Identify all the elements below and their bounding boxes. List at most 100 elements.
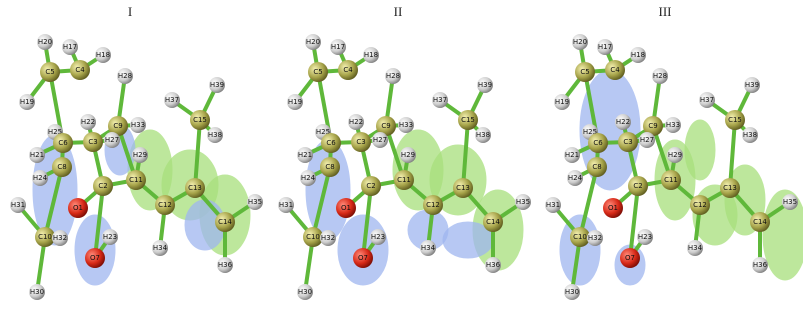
atom-label: C4 [343, 66, 353, 74]
atom-label: H36 [753, 261, 768, 269]
atom-label: H36 [218, 261, 233, 269]
atom-label: H33 [131, 121, 145, 129]
atom-label: C2 [366, 182, 375, 190]
atom-label: H32 [588, 234, 602, 242]
atom-label: H17 [598, 43, 612, 51]
atom-label: H18 [631, 51, 645, 59]
atom-label: C9 [648, 122, 657, 130]
atom-label: H39 [478, 81, 492, 89]
atom-label: C6 [326, 139, 336, 147]
atom-label: C2 [98, 182, 107, 190]
atom-label: O7 [358, 254, 368, 262]
atom-label: H32 [321, 234, 335, 242]
atom-label: H34 [153, 244, 168, 252]
atom-label: C8 [57, 163, 66, 171]
atom-label: H27 [105, 136, 119, 144]
atom-label: H21 [30, 151, 44, 159]
atom-label: H28 [386, 72, 400, 80]
atom-label: C8 [592, 163, 601, 171]
atom-label: H38 [208, 131, 222, 139]
atom-label: H31 [279, 201, 293, 209]
atom-label: H20 [573, 38, 587, 46]
atom-label: C11 [664, 176, 678, 184]
atom-label: H24 [33, 174, 48, 182]
atom-label: H35 [248, 198, 262, 206]
atom-label: C5 [580, 68, 589, 76]
atom-label: C12 [693, 201, 707, 209]
atom-label: H28 [653, 72, 667, 80]
atom-label: C8 [325, 163, 334, 171]
atom-label: H20 [306, 38, 320, 46]
atom-label: H20 [38, 38, 52, 46]
atom-label: H19 [288, 98, 302, 106]
atom-label: C15 [461, 116, 475, 124]
atom-label: H27 [373, 136, 387, 144]
atom-label: C6 [593, 139, 603, 147]
atom-label: H37 [433, 96, 447, 104]
atom-label: H30 [565, 288, 579, 296]
atom-label: C3 [88, 138, 97, 146]
panel-label: I [128, 4, 132, 19]
atom-label: C14 [486, 218, 500, 226]
atom-label: H22 [349, 118, 363, 126]
atom-label: H37 [165, 96, 179, 104]
atom-label: H22 [616, 118, 630, 126]
molecule-panel: IIIH20H17H18C5C4H28H19H22C9H33H25C3C6H27… [545, 4, 803, 300]
atom-label: O7 [625, 254, 635, 262]
atom-label: C11 [397, 176, 411, 184]
atom-label: C11 [129, 176, 143, 184]
atom-label: H30 [298, 288, 312, 296]
panel-label: II [394, 4, 403, 19]
atom-label: C3 [623, 138, 632, 146]
atom-label: C4 [610, 66, 620, 74]
atom-label: H31 [546, 201, 560, 209]
atom-label: C9 [381, 122, 390, 130]
atom-label: H34 [688, 244, 703, 252]
atom-label: H22 [81, 118, 95, 126]
atom-label: H30 [30, 288, 44, 296]
atom-label: C10 [573, 233, 587, 241]
atom-label: O1 [341, 204, 351, 212]
atom-label: H31 [11, 201, 25, 209]
atom-label: C6 [58, 139, 68, 147]
atom-label: H21 [298, 151, 312, 159]
atom-label: H24 [301, 174, 316, 182]
atom-label: H39 [745, 81, 759, 89]
atom-label: C9 [113, 122, 122, 130]
atom-label: C14 [753, 218, 767, 226]
molecule-panel: IH20H17H18C5C4H28H19H22C9H33H25C3C6H27H2… [10, 4, 263, 300]
atom-label: H29 [133, 151, 147, 159]
atom-label: H21 [565, 151, 579, 159]
atom-label: H33 [666, 121, 680, 129]
atom-label: H18 [96, 51, 110, 59]
atom-label: C14 [218, 218, 232, 226]
atom-label: O1 [73, 204, 83, 212]
atom-label: H33 [399, 121, 413, 129]
atom-label: H23 [103, 233, 117, 241]
atom-label: H17 [331, 43, 345, 51]
molecule-figure: IH20H17H18C5C4H28H19H22C9H33H25C3C6H27H2… [0, 0, 803, 324]
atom-label: H19 [20, 98, 34, 106]
atom-label: C3 [356, 138, 365, 146]
atom-label: H29 [401, 151, 415, 159]
atom-label: C4 [75, 66, 85, 74]
atom-label: O1 [608, 204, 618, 212]
atom-label: H36 [486, 261, 501, 269]
atom-label: H38 [476, 131, 490, 139]
atom-label: H23 [638, 233, 652, 241]
atom-label: H23 [371, 233, 385, 241]
atom-label: H27 [640, 136, 654, 144]
atom-label: C13 [723, 184, 737, 192]
atom-label: H28 [118, 72, 132, 80]
atom-label: H19 [555, 98, 569, 106]
atom-label: H38 [743, 131, 757, 139]
panel-label: III [659, 4, 672, 19]
atom-label: C13 [456, 184, 470, 192]
atom-label: C5 [313, 68, 322, 76]
atom-label: H37 [700, 96, 714, 104]
atom-label: O7 [90, 254, 100, 262]
atom-label: H35 [516, 198, 530, 206]
atom-label: C12 [426, 201, 440, 209]
atom-label: C10 [38, 233, 52, 241]
